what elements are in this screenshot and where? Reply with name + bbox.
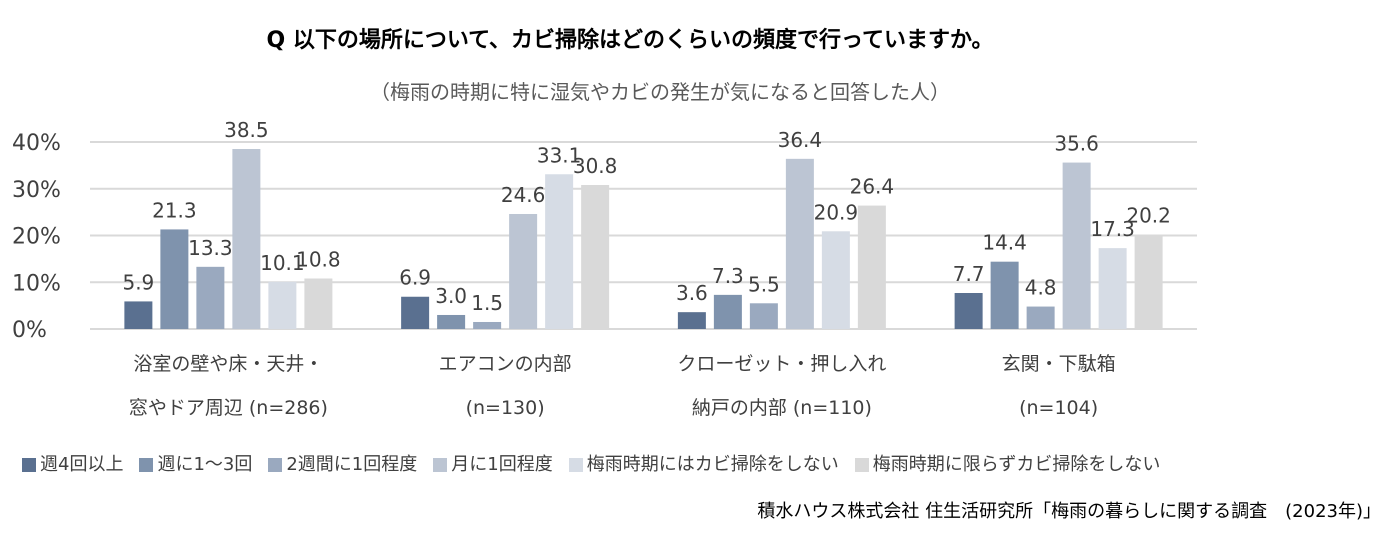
data-label: 14.4 xyxy=(982,231,1027,255)
y-tick-label: 20% xyxy=(12,225,61,250)
legend-label: 2週間に1回程度 xyxy=(286,454,418,475)
legend-label: 梅雨時期にはカビ掃除をしない xyxy=(586,454,839,475)
legend-item: 週4回以上 xyxy=(22,450,123,476)
legend-swatch xyxy=(139,458,154,472)
data-label: 5.5 xyxy=(748,272,780,296)
x-tick-label: (n=104) xyxy=(1019,397,1098,419)
data-label: 20.2 xyxy=(1126,204,1171,228)
bar xyxy=(713,294,742,329)
legend-swatch xyxy=(433,458,448,472)
bar xyxy=(196,266,225,329)
bar xyxy=(1062,162,1091,329)
x-tick-label: エアコンの内部 xyxy=(439,353,572,375)
y-tick-label: 40% xyxy=(12,131,61,156)
data-label: 26.4 xyxy=(850,175,895,199)
data-label: 6.9 xyxy=(399,266,431,290)
data-label: 7.3 xyxy=(712,264,744,288)
data-label: 7.7 xyxy=(953,262,985,286)
legend-item: 梅雨時期にはカビ掃除をしない xyxy=(568,450,839,476)
legend-item: 週に1～3回 xyxy=(139,450,252,476)
data-label: 33.1 xyxy=(537,143,582,167)
bar xyxy=(954,293,983,329)
data-label: 30.8 xyxy=(573,154,618,178)
x-tick-label: 浴室の壁や床・天井・ xyxy=(133,353,323,375)
data-label: 5.9 xyxy=(122,270,154,294)
y-tick-label: 30% xyxy=(12,178,61,203)
data-label: 13.3 xyxy=(188,236,233,260)
bar xyxy=(1134,234,1163,329)
bar xyxy=(1098,248,1127,329)
x-tick-label: 玄関・下駄箱 xyxy=(1002,353,1116,375)
legend-swatch xyxy=(268,458,283,472)
bar xyxy=(677,312,706,329)
bar xyxy=(509,213,538,329)
bar xyxy=(304,278,333,329)
data-label: 20.9 xyxy=(814,200,859,224)
x-tick-label: クローゼット・押し入れ xyxy=(677,353,886,375)
data-label: 4.8 xyxy=(1025,276,1057,300)
legend-label: 週4回以上 xyxy=(40,454,124,475)
legend-label: 週に1～3回 xyxy=(157,454,253,475)
legend-item: 2週間に1回程度 xyxy=(268,450,417,476)
bar xyxy=(268,281,297,329)
data-label: 10.1 xyxy=(260,251,305,275)
legend-item: 梅雨時期に限らずカビ掃除をしない xyxy=(854,450,1161,476)
legend-label: 梅雨時期に限らずカビ掃除をしない xyxy=(872,454,1161,475)
data-label: 10.8 xyxy=(296,248,341,272)
bar xyxy=(232,149,261,329)
legend-swatch xyxy=(854,458,869,472)
data-label: 17.3 xyxy=(1090,217,1135,241)
data-label: 35.6 xyxy=(1054,132,1099,156)
legend-swatch xyxy=(22,458,36,472)
data-label: 36.4 xyxy=(778,128,823,152)
bar xyxy=(124,301,153,329)
bar xyxy=(473,321,502,329)
source-note: 積水ハウス株式会社 住生活研究所「梅雨の暮らしに関する調査 (2023年)」 xyxy=(757,501,1381,522)
legend-item: 月に1回程度 xyxy=(433,450,553,476)
legend: 週4回以上 週に1～3回 2週間に1回程度 月に1回程度 梅雨時期にはカビ掃除をしない 梅… xyxy=(22,450,1160,476)
x-tick-label: 窓やドア周辺 (n=286) xyxy=(129,397,328,419)
chart-title: Q 以下の場所について、カビ掃除はどのくらいの頻度で行っていますか。 xyxy=(266,28,994,53)
data-label: 3.6 xyxy=(676,281,708,305)
bar xyxy=(545,174,574,329)
data-label: 21.3 xyxy=(152,198,197,222)
data-label: 3.0 xyxy=(435,284,467,308)
bar xyxy=(785,158,814,329)
data-label: 38.5 xyxy=(224,118,269,142)
chart-subtitle: （梅雨の時期に特に湿気やカビの発生が気になると回答した人） xyxy=(370,80,950,104)
x-tick-label: (n=130) xyxy=(466,397,545,419)
bar xyxy=(749,303,778,329)
y-tick-label: 0% xyxy=(12,318,47,343)
bar xyxy=(821,231,850,329)
bar xyxy=(401,296,430,329)
bar xyxy=(857,205,886,329)
bar xyxy=(160,229,189,329)
legend-label: 月に1回程度 xyxy=(451,454,553,475)
bar xyxy=(437,314,466,329)
bar xyxy=(581,185,610,329)
data-label: 24.6 xyxy=(501,183,546,207)
y-tick-label: 10% xyxy=(12,271,61,296)
data-label: 1.5 xyxy=(471,291,503,315)
bar xyxy=(990,261,1019,329)
x-tick-label: 納戸の内部 (n=110) xyxy=(692,397,872,419)
bar xyxy=(1026,306,1055,329)
legend-swatch xyxy=(568,458,583,472)
